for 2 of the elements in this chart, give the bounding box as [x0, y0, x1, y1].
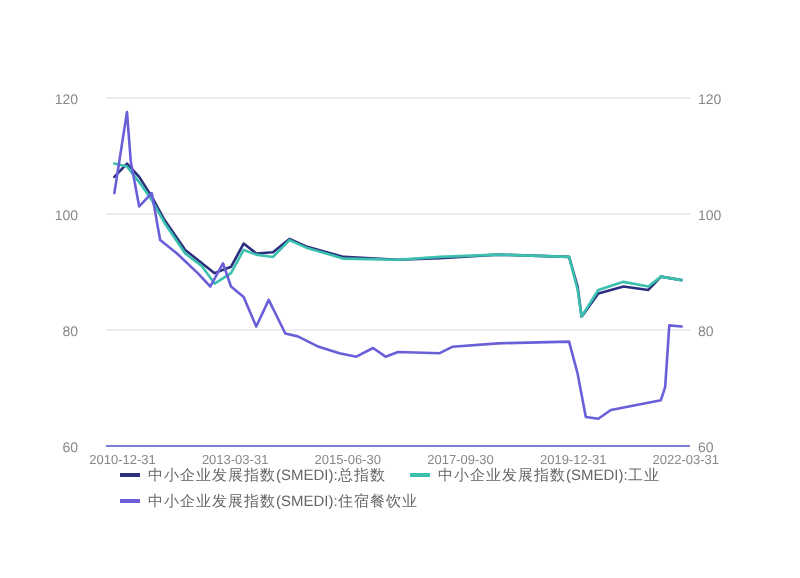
line-series — [113, 162, 683, 318]
line-series — [113, 110, 683, 421]
